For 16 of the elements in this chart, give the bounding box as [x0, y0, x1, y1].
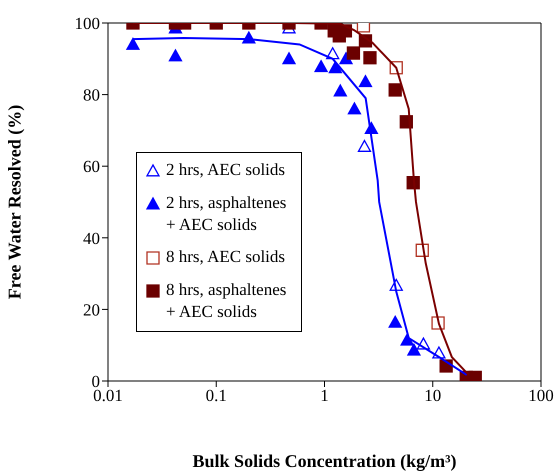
x-tick-label: 100	[528, 386, 554, 406]
y-tick-label: 80	[83, 86, 100, 105]
y-axis-title: Free Water Resolved (%)	[4, 104, 24, 300]
x-tick-label: 0.01	[93, 386, 123, 406]
y-tick-label: 40	[83, 228, 100, 248]
x-tick-label: 0.1	[206, 386, 227, 406]
legend-label: 2 hrs, AEC solids	[166, 159, 286, 181]
y-tick-label: 20	[83, 300, 100, 320]
y-tick-label: 60	[83, 157, 100, 176]
legend-label: 8 hrs, AEC solids	[166, 246, 286, 268]
legend-label: 2 hrs, asphaltenes + AEC solids	[166, 192, 288, 236]
legend-label: 8 hrs, asphaltenes + AEC solids	[166, 279, 288, 323]
x-axis-title: Bulk Solids Concentration (kg/m³)	[192, 451, 456, 471]
y-tick-label: 100	[74, 14, 100, 34]
x-tick-label: 1	[320, 386, 329, 406]
x-tick-label: 10	[424, 386, 442, 406]
